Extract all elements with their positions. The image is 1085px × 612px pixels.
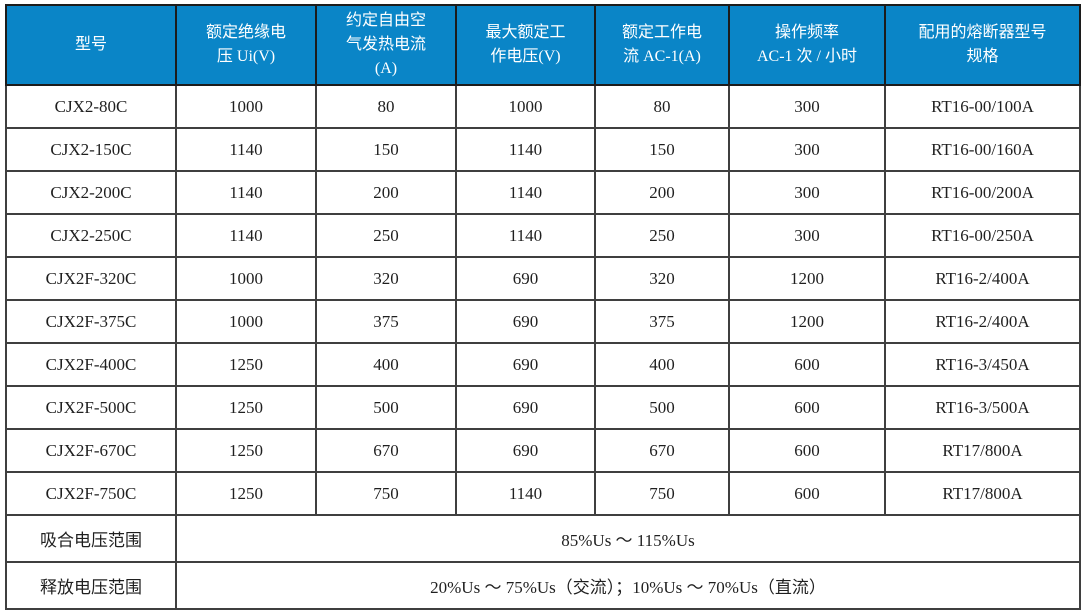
value-cell: 1140 xyxy=(175,213,317,258)
model-cell: CJX2F-500C xyxy=(5,385,177,430)
table-row: CJX2F-670C 1250 670 690 670 600 RT17/800A xyxy=(5,428,1081,473)
value-cell: 1000 xyxy=(175,256,317,301)
footer-value: 20%Us ～ 75%Us（交流）；10%Us ～ 70%Us（直流） xyxy=(175,561,1081,610)
column-header-6: 配用的熔断器型号 规格 xyxy=(884,4,1081,86)
value-cell: 250 xyxy=(315,213,457,258)
model-cell: CJX2F-375C xyxy=(5,299,177,344)
column-header-5: 操作频率 AC-1 次 / 小时 xyxy=(728,4,886,86)
value-cell: 320 xyxy=(315,256,457,301)
value-cell: 150 xyxy=(315,127,457,172)
value-cell: RT16-3/500A xyxy=(884,385,1081,430)
value-cell: 1200 xyxy=(728,299,886,344)
value-cell: 1250 xyxy=(175,342,317,387)
column-header-3: 最大额定工 作电压(V) xyxy=(455,4,596,86)
value-cell: 500 xyxy=(594,385,730,430)
value-cell: RT17/800A xyxy=(884,471,1081,516)
value-cell: RT16-2/400A xyxy=(884,256,1081,301)
column-header-4: 额定工作电 流 AC-1(A) xyxy=(594,4,730,86)
table-body: CJX2-80C 1000 80 1000 80 300 RT16-00/100A CJX2-… xyxy=(5,84,1081,610)
value-cell: 400 xyxy=(594,342,730,387)
value-cell: 375 xyxy=(315,299,457,344)
model-cell: CJX2F-400C xyxy=(5,342,177,387)
value-cell: 690 xyxy=(455,385,596,430)
value-cell: RT17/800A xyxy=(884,428,1081,473)
footer-label: 吸合电压范围 xyxy=(5,514,177,563)
model-cell: CJX2-150C xyxy=(5,127,177,172)
table-row: CJX2F-750C 1250 750 1140 750 600 RT17/800A xyxy=(5,471,1081,516)
value-cell: 1000 xyxy=(175,84,317,129)
value-cell: 320 xyxy=(594,256,730,301)
table-row: CJX2F-320C 1000 320 690 320 1200 RT16-2/400A xyxy=(5,256,1081,301)
value-cell: 500 xyxy=(315,385,457,430)
value-cell: 600 xyxy=(728,385,886,430)
value-cell: 600 xyxy=(728,428,886,473)
value-cell: 1140 xyxy=(175,170,317,215)
value-cell: RT16-00/100A xyxy=(884,84,1081,129)
value-cell: RT16-00/160A xyxy=(884,127,1081,172)
column-header-2: 约定自由空 气发热电流 (A) xyxy=(315,4,457,86)
value-cell: 1250 xyxy=(175,471,317,516)
footer-value: 85%Us ～ 115%Us xyxy=(175,514,1081,563)
value-cell: 670 xyxy=(315,428,457,473)
value-cell: 600 xyxy=(728,342,886,387)
column-header-0: 型号 xyxy=(5,4,177,86)
model-cell: CJX2-250C xyxy=(5,213,177,258)
value-cell: 80 xyxy=(315,84,457,129)
table-row: CJX2F-500C 1250 500 690 500 600 RT16-3/500A xyxy=(5,385,1081,430)
value-cell: RT16-00/250A xyxy=(884,213,1081,258)
value-cell: 300 xyxy=(728,170,886,215)
footer-row: 释放电压范围 20%Us ～ 75%Us（交流）；10%Us ～ 70%Us（直流… xyxy=(5,561,1081,610)
value-cell: 690 xyxy=(455,256,596,301)
value-cell: 1000 xyxy=(175,299,317,344)
value-cell: 200 xyxy=(594,170,730,215)
model-cell: CJX2F-320C xyxy=(5,256,177,301)
value-cell: 1140 xyxy=(455,471,596,516)
value-cell: 600 xyxy=(728,471,886,516)
value-cell: 1200 xyxy=(728,256,886,301)
value-cell: 300 xyxy=(728,84,886,129)
value-cell: 1140 xyxy=(455,170,596,215)
value-cell: 250 xyxy=(594,213,730,258)
footer-row: 吸合电压范围 85%Us ～ 115%Us xyxy=(5,514,1081,563)
value-cell: 1000 xyxy=(455,84,596,129)
table-row: CJX2-80C 1000 80 1000 80 300 RT16-00/100A xyxy=(5,84,1081,129)
value-cell: 1140 xyxy=(455,127,596,172)
value-cell: 300 xyxy=(728,213,886,258)
value-cell: 400 xyxy=(315,342,457,387)
value-cell: 690 xyxy=(455,299,596,344)
value-cell: 750 xyxy=(315,471,457,516)
value-cell: 1250 xyxy=(175,428,317,473)
value-cell: 1140 xyxy=(175,127,317,172)
value-cell: 670 xyxy=(594,428,730,473)
footer-label: 释放电压范围 xyxy=(5,561,177,610)
table-row: CJX2-200C 1140 200 1140 200 300 RT16-00/200A xyxy=(5,170,1081,215)
value-cell: 750 xyxy=(594,471,730,516)
table-row: CJX2F-375C 1000 375 690 375 1200 RT16-2/400A xyxy=(5,299,1081,344)
value-cell: 300 xyxy=(728,127,886,172)
table-row: CJX2-150C 1140 150 1140 150 300 RT16-00/160A xyxy=(5,127,1081,172)
contactor-spec-table: 型号 额定绝缘电 压 Ui(V) 约定自由空 气发热电流 (A) 最大额定工 作电压(… xyxy=(5,4,1081,610)
table-header: 型号 额定绝缘电 压 Ui(V) 约定自由空 气发热电流 (A) 最大额定工 作电压(… xyxy=(5,4,1081,86)
model-cell: CJX2-80C xyxy=(5,84,177,129)
value-cell: RT16-3/450A xyxy=(884,342,1081,387)
model-cell: CJX2F-670C xyxy=(5,428,177,473)
value-cell: RT16-00/200A xyxy=(884,170,1081,215)
value-cell: 150 xyxy=(594,127,730,172)
value-cell: RT16-2/400A xyxy=(884,299,1081,344)
model-cell: CJX2F-750C xyxy=(5,471,177,516)
table-row: CJX2-250C 1140 250 1140 250 300 RT16-00/250A xyxy=(5,213,1081,258)
column-header-1: 额定绝缘电 压 Ui(V) xyxy=(175,4,317,86)
value-cell: 1250 xyxy=(175,385,317,430)
value-cell: 690 xyxy=(455,428,596,473)
value-cell: 80 xyxy=(594,84,730,129)
value-cell: 375 xyxy=(594,299,730,344)
model-cell: CJX2-200C xyxy=(5,170,177,215)
value-cell: 690 xyxy=(455,342,596,387)
value-cell: 200 xyxy=(315,170,457,215)
value-cell: 1140 xyxy=(455,213,596,258)
table-row: CJX2F-400C 1250 400 690 400 600 RT16-3/450A xyxy=(5,342,1081,387)
header-row: 型号 额定绝缘电 压 Ui(V) 约定自由空 气发热电流 (A) 最大额定工 作电压(… xyxy=(5,4,1081,86)
